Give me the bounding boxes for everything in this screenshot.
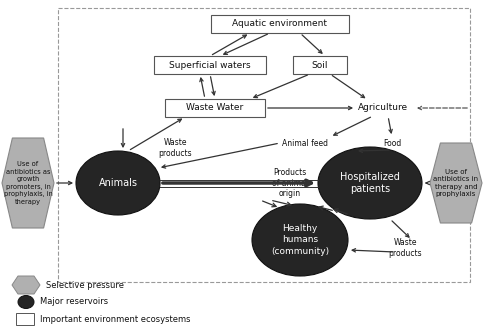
Text: Animals: Animals xyxy=(99,178,137,188)
Text: Waste
products: Waste products xyxy=(388,238,422,258)
Text: Use of
antibiotics as
growth
promoters, in
prophylaxis, in
therapy: Use of antibiotics as growth promoters, … xyxy=(3,161,52,205)
Text: Use of
antibiotics in
therapy and
prophylaxis: Use of antibiotics in therapy and prophy… xyxy=(434,169,479,197)
Polygon shape xyxy=(12,276,40,294)
FancyBboxPatch shape xyxy=(211,15,349,33)
FancyBboxPatch shape xyxy=(293,56,347,74)
Text: Hospitalized
patients: Hospitalized patients xyxy=(340,172,400,194)
FancyBboxPatch shape xyxy=(16,313,34,325)
Ellipse shape xyxy=(18,295,34,309)
Ellipse shape xyxy=(76,151,160,215)
Text: Food: Food xyxy=(383,139,401,148)
Text: Aquatic environment: Aquatic environment xyxy=(232,19,328,28)
Text: Important environment ecosystems: Important environment ecosystems xyxy=(40,314,191,323)
Text: Soil: Soil xyxy=(312,60,328,70)
Text: Superficial waters: Superficial waters xyxy=(169,60,251,70)
Text: Selective pressure: Selective pressure xyxy=(46,280,124,289)
Text: Waste Water: Waste Water xyxy=(186,104,243,113)
Polygon shape xyxy=(430,143,482,223)
Ellipse shape xyxy=(318,147,422,219)
FancyBboxPatch shape xyxy=(165,99,265,117)
Text: Healthy
humans
(community): Healthy humans (community) xyxy=(271,224,329,256)
Ellipse shape xyxy=(252,204,348,276)
FancyBboxPatch shape xyxy=(154,56,266,74)
Polygon shape xyxy=(2,138,54,228)
Text: Products
of animal
origin: Products of animal origin xyxy=(272,168,308,198)
Bar xyxy=(58,8,470,282)
Text: Major reservoirs: Major reservoirs xyxy=(40,298,108,307)
Text: Agriculture: Agriculture xyxy=(358,104,408,113)
Text: Animal feed: Animal feed xyxy=(282,139,328,148)
Text: Waste
products: Waste products xyxy=(158,138,192,158)
